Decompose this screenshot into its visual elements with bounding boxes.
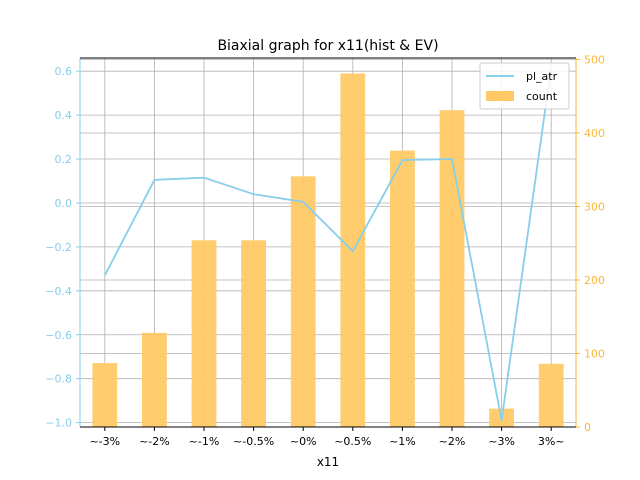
left-tick-label: 0.2 (55, 153, 73, 166)
right-y-ticks: 0 100 200 300 400 500 (576, 53, 605, 434)
legend-label-count: count (526, 90, 558, 103)
left-tick-label: −0.8 (45, 373, 72, 386)
legend-bar-swatch (486, 91, 514, 101)
right-tick-label: 200 (584, 274, 605, 287)
x-tick-label: 3%~ (538, 435, 565, 448)
bar (241, 240, 266, 427)
x-tick-label: ~2% (439, 435, 466, 448)
right-tick-label: 300 (584, 200, 605, 213)
legend-label-pl-atr: pl_atr (526, 70, 558, 83)
x-tick-label: ~-2% (139, 435, 170, 448)
x-tick-label: ~1% (389, 435, 416, 448)
x-ticks: ~-3% ~-2% ~-1% ~-0.5% ~0% ~0.5% ~1% ~2% ~3% 3%~ (89, 427, 565, 448)
left-y-ticks: −1.0 −0.8 −0.6 −0.4 −0.2 0.0 0.2 0.4 0.6 (45, 65, 80, 430)
left-tick-label: 0.6 (55, 65, 73, 78)
bar (142, 332, 167, 427)
line-pl-atr (104, 66, 553, 421)
x-tick-label: ~-0.5% (233, 435, 274, 448)
left-tick-label: −0.2 (45, 241, 72, 254)
bar (390, 150, 415, 427)
line-series (104, 66, 553, 421)
right-tick-label: 500 (584, 53, 605, 66)
bar (191, 240, 217, 427)
axes (79, 57, 577, 428)
bar (290, 176, 316, 427)
x-tick-label: ~0% (290, 435, 317, 448)
bars (92, 73, 564, 428)
bar (92, 363, 118, 427)
right-tick-label: 100 (584, 347, 605, 360)
x-tick-label: ~0.5% (334, 435, 371, 448)
right-tick-label: 0 (584, 421, 591, 434)
left-tick-label: −0.6 (45, 329, 72, 342)
x-axis-label: x11 (317, 455, 339, 469)
left-tick-label: −1.0 (45, 417, 72, 430)
left-tick-label: 0.4 (55, 109, 73, 122)
right-tick-label: 400 (584, 127, 605, 140)
legend: pl_atr count (479, 62, 570, 110)
bar (439, 110, 465, 427)
x-tick-label: ~-3% (89, 435, 120, 448)
chart-title: Biaxial graph for x11(hist & EV) (217, 38, 438, 54)
left-tick-label: −0.4 (45, 285, 72, 298)
bar (538, 363, 564, 427)
x-tick-label: ~-1% (189, 435, 220, 448)
left-tick-label: 0.0 (55, 197, 73, 210)
x-tick-label: ~3% (488, 435, 515, 448)
